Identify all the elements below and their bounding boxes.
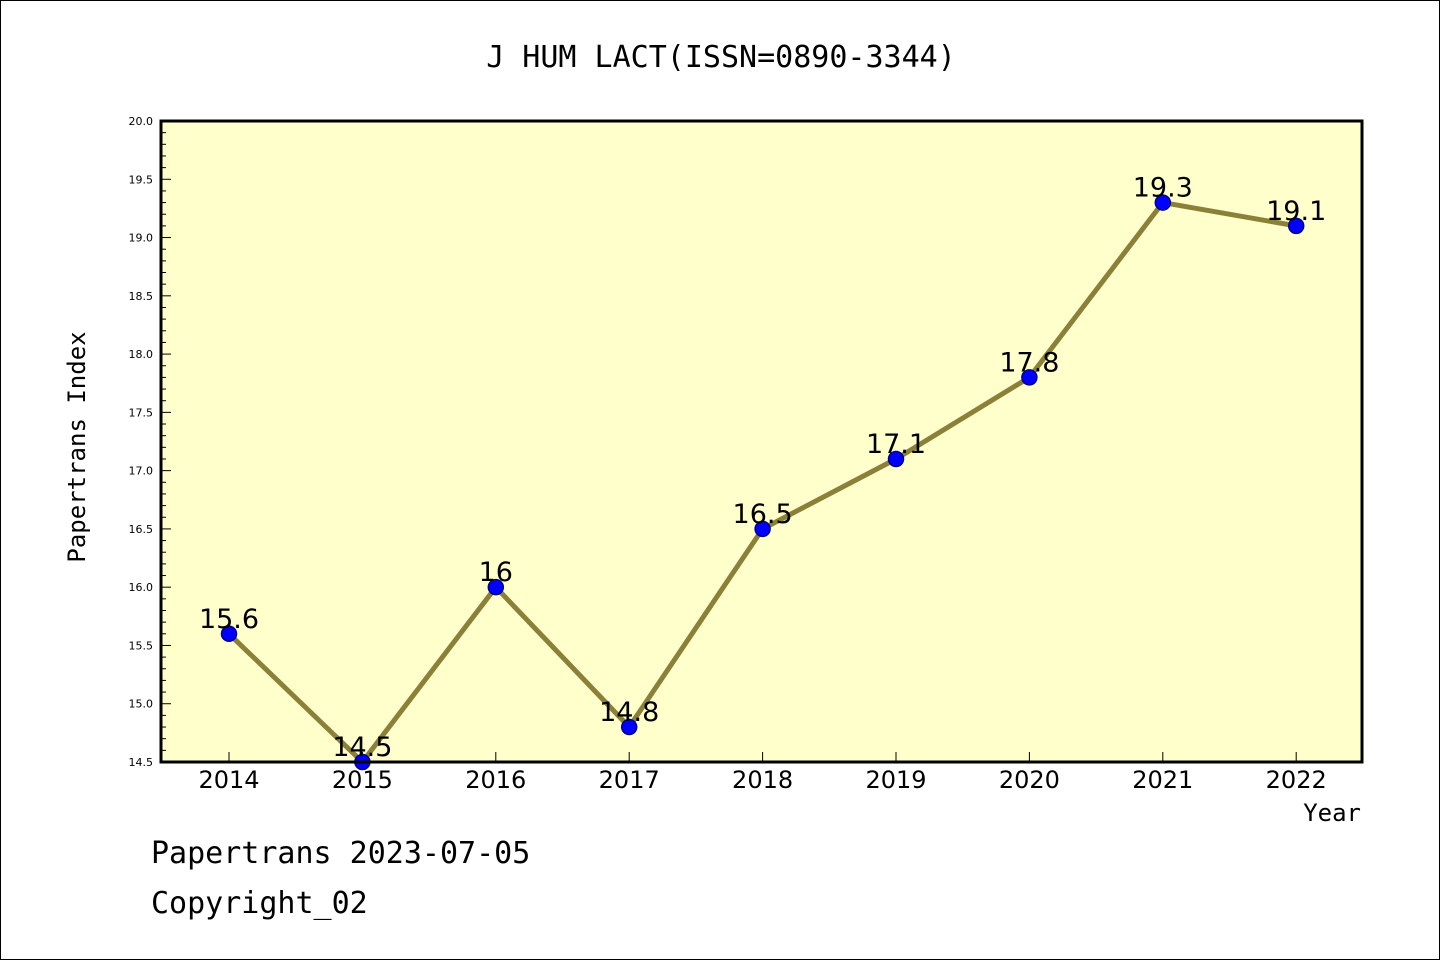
y-tick-label: 20.0: [129, 115, 154, 128]
data-label: 16.5: [733, 499, 793, 530]
y-tick-label: 17.5: [129, 406, 154, 419]
data-point: [754, 520, 771, 538]
data-point: [487, 578, 505, 596]
data-label: 19.3: [1133, 173, 1193, 204]
data-point: [1287, 217, 1305, 235]
x-tick-label: 2018: [732, 766, 793, 794]
data-point: [620, 718, 638, 736]
data-point: [1154, 194, 1172, 211]
data-label: 19.1: [1266, 196, 1326, 227]
y-tick-label: 14.5: [129, 756, 154, 769]
footer-copyright: Copyright_02: [151, 886, 368, 921]
plot-area: [161, 121, 1362, 762]
chart-title: J HUM LACT(ISSN=0890-3344): [486, 40, 956, 75]
data-point: [887, 450, 905, 468]
data-label: 15.6: [199, 604, 259, 635]
y-tick-label: 18.0: [129, 348, 154, 361]
y-tick-label: 16.5: [129, 523, 154, 536]
plot-border: [159, 119, 1364, 764]
x-tick-label: 2015: [332, 766, 393, 794]
x-axis: 2014 2015 2016 2017 2018 2019 2020 2021 2022: [198, 752, 1327, 794]
data-label: 17.1: [866, 429, 926, 460]
data-label: 14.5: [332, 732, 392, 763]
y-tick-label: 19.0: [129, 232, 154, 245]
y-axis-label: Papertrans Index: [63, 331, 91, 562]
y-tick-label: 19.5: [129, 173, 154, 186]
y-tick-label: 15.5: [129, 639, 154, 652]
x-axis-label: Year: [1303, 799, 1361, 827]
y-tick-label: 17.0: [129, 465, 154, 478]
y-tick-label: 16.0: [129, 581, 154, 594]
x-tick-label: 2019: [865, 766, 926, 794]
y-axis: 14.5 15.0 15.5 16.0 16.5 17.0 17.5 18.0 18.5 19.0…: [129, 115, 171, 769]
data-labels: 15.6 14.5 16 14.8 16.5 17.1 17.8 19.3 19.1: [199, 173, 1326, 763]
y-tick-label: 18.5: [129, 290, 154, 303]
x-tick-label: 2021: [1132, 766, 1193, 794]
footer-date: Papertrans 2023-07-05: [151, 836, 531, 871]
series-markers: [220, 194, 1305, 771]
data-point: [220, 625, 238, 643]
x-tick-label: 2016: [465, 766, 526, 794]
x-tick-label: 2014: [198, 766, 259, 794]
x-tick-label: 2022: [1266, 766, 1327, 794]
data-label: 14.8: [599, 697, 659, 728]
y-tick-label: 15.0: [129, 698, 154, 711]
x-tick-label: 2017: [599, 766, 660, 794]
data-point: [1021, 369, 1038, 386]
data-label: 17.8: [999, 347, 1059, 378]
x-tick-label: 2020: [999, 766, 1060, 794]
data-label: 16: [479, 557, 513, 588]
